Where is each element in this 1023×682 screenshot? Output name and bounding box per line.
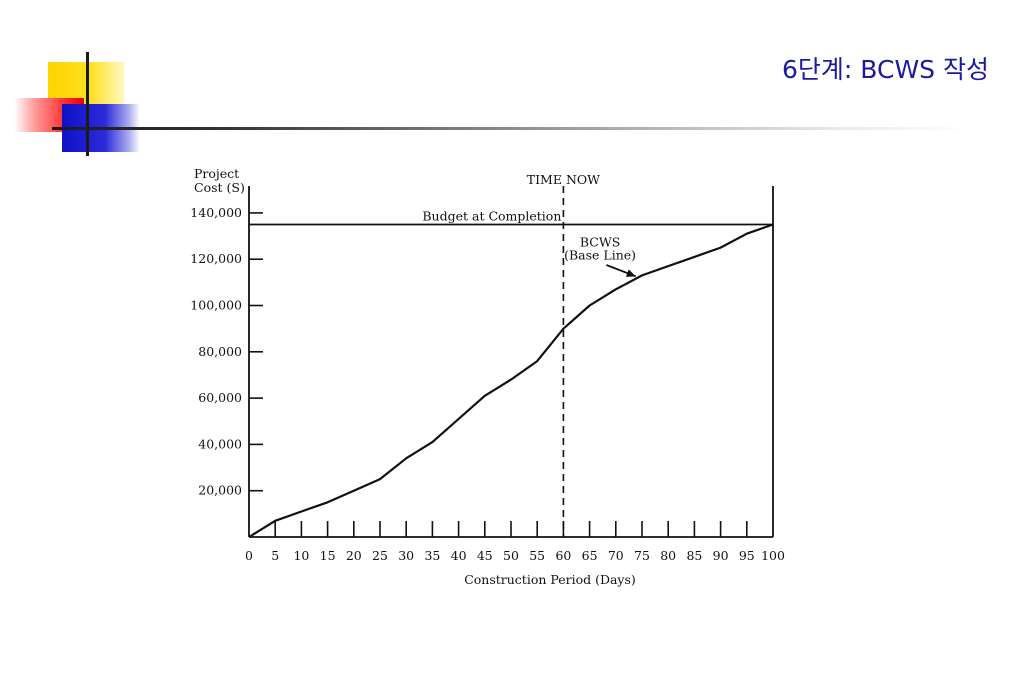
x-tick-label: 80 xyxy=(660,548,676,563)
y-axis-label-line-1: Project xyxy=(194,166,239,181)
y-tick-label: 60,000 xyxy=(198,390,242,405)
x-axis-label: Construction Period (Days) xyxy=(464,572,636,587)
x-ticks: 0 5 10 15 20 25 30 35 40 45 50 55 60 65 70 75 80 85 90 95 10… xyxy=(245,521,785,563)
y-tick-label: 20,000 xyxy=(198,483,242,498)
y-axis-label-line-2: Cost (S) xyxy=(194,180,245,195)
bcws-chart: Project Cost (S) 20,000 40,000 60,000 80,00… xyxy=(190,166,785,587)
x-tick-label: 0 xyxy=(245,548,253,563)
x-tick-label: 25 xyxy=(372,548,388,563)
bcws-label: BCWS xyxy=(580,234,620,249)
x-tick-label: 15 xyxy=(320,548,336,563)
slide-title: 6단계: BCWS 작성 xyxy=(782,55,989,84)
y-tick-label: 120,000 xyxy=(190,251,242,266)
decor-vertical-line xyxy=(86,52,89,156)
bcws-arrowhead xyxy=(625,269,636,277)
y-tick-label: 80,000 xyxy=(198,344,242,359)
y-tick-label: 40,000 xyxy=(198,436,242,451)
x-tick-label: 30 xyxy=(398,548,414,563)
title-rule xyxy=(52,127,972,130)
chart-axes xyxy=(248,186,774,538)
bcws-sublabel: (Base Line) xyxy=(564,248,636,263)
y-tick-label: 100,000 xyxy=(190,298,242,313)
y-ticks: 20,000 40,000 60,000 80,000 100,000 120,000 14… xyxy=(190,205,263,498)
y-tick-label: 140,000 xyxy=(190,205,242,220)
bcws-series-line xyxy=(248,223,774,538)
x-tick-label: 85 xyxy=(686,548,702,563)
time-now-label: TIME NOW xyxy=(527,172,600,187)
x-tick-label: 50 xyxy=(503,548,519,563)
x-tick-label: 45 xyxy=(477,548,493,563)
x-tick-label: 65 xyxy=(582,548,598,563)
x-tick-label: 60 xyxy=(555,548,571,563)
x-tick-label: 55 xyxy=(529,548,545,563)
x-tick-label: 75 xyxy=(634,548,650,563)
x-tick-label: 35 xyxy=(424,548,440,563)
x-tick-label: 20 xyxy=(346,548,362,563)
x-tick-label: 90 xyxy=(713,548,729,563)
x-tick-label: 40 xyxy=(451,548,467,563)
budget-at-completion-label: Budget at Completion xyxy=(422,208,561,223)
x-tick-label: 10 xyxy=(293,548,309,563)
x-tick-label: 70 xyxy=(608,548,624,563)
x-tick-label: 95 xyxy=(739,548,755,563)
x-tick-label: 5 xyxy=(271,548,279,563)
x-tick-label: 100 xyxy=(761,548,785,563)
